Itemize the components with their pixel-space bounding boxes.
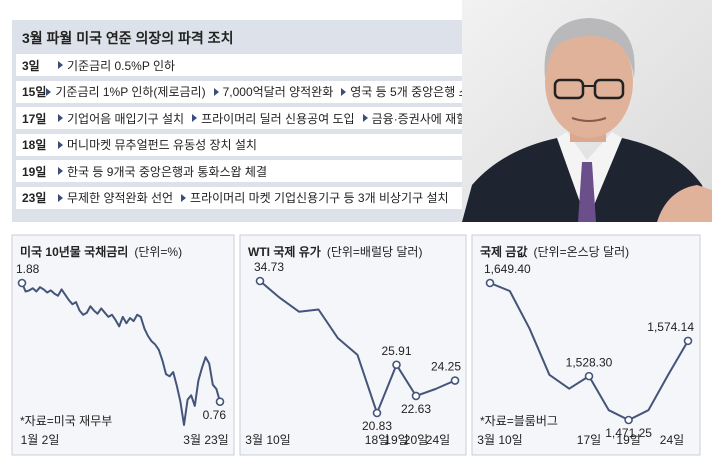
data-point	[215, 397, 225, 406]
arrow	[181, 193, 187, 202]
chart-title: WTI 국제 유가	[248, 244, 321, 259]
chart-panel	[471, 234, 701, 456]
chart-subtitle: (단위=배럴당 달러)	[327, 245, 423, 259]
source-note: *자료=미국 재무부	[20, 414, 112, 428]
data-point	[450, 376, 460, 385]
timeline-row: 17일 기업어음 매입기구 설치 프라이머리 딜러 신용공여 도입 금융·증권사에 재…	[16, 107, 576, 129]
timeline-row: 3일 기준금리 0.5%P 인하	[16, 54, 576, 76]
glasses-right	[593, 78, 625, 100]
x-tick-label: 3월 23일	[183, 433, 228, 447]
measure: 무제한 양적완화 선언	[58, 189, 173, 206]
value-label: 1,574.14	[647, 320, 694, 334]
arrow	[362, 114, 368, 122]
glasses-left	[553, 78, 585, 100]
tie	[578, 162, 596, 222]
timeline-row: 18일 머니마켓 뮤추얼펀드 유동성 장치 설치	[16, 133, 576, 156]
value-label: 1,471.25	[605, 426, 652, 440]
measure: 기업어음 매입기구 설치	[58, 110, 184, 127]
value-label: 24.25	[431, 360, 461, 374]
measure: 프라이머리 딜러 신용공여 도입	[192, 110, 355, 127]
data-point	[624, 415, 633, 425]
data-point	[683, 336, 693, 346]
source-note: *자료=블룸버그	[480, 414, 558, 428]
day-label: 3일	[22, 58, 40, 73]
data-line	[21, 282, 221, 426]
timeline-row: 19일 한국 등 9개국 중앙은행과 통화스왑 체결	[16, 160, 576, 182]
portrait	[462, 0, 712, 222]
x-tick-label: 3월 10일	[477, 433, 522, 447]
measure-text: 기준금리 0.5%P 인하	[67, 58, 176, 73]
data-point	[17, 278, 27, 288]
hair	[544, 18, 635, 78]
measure-text: 머니마켓 뮤추얼펀드 유동성 장치 설치	[67, 138, 257, 152]
value-label: 1.88	[16, 262, 40, 276]
face	[545, 26, 633, 138]
x-tick-label: 1월 2일	[21, 433, 60, 447]
day-label: 18일	[22, 138, 47, 152]
measure: 7,000억달러 양적완화	[213, 83, 334, 100]
chart-subtitle: (단위=%)	[134, 245, 182, 259]
measure: 머니마켓 뮤추얼펀드 유동성 장치 설치	[58, 136, 257, 153]
measure: 기준금리 0.5%P 인하	[58, 57, 175, 74]
arrow	[341, 87, 347, 96]
chart-panel	[11, 234, 235, 456]
measure: 기준금리 1%P 인하(제로금리)	[46, 83, 206, 100]
measure: 프라이머리 마켓 기업신용기구 등 3개 비상기구 설치	[181, 189, 449, 206]
x-tick-label: 24일	[660, 433, 684, 447]
x-tick-label: 19일	[616, 433, 640, 447]
arrow	[58, 193, 63, 202]
value-label: 1,649.40	[484, 262, 531, 276]
measure-text: 기준금리 1%P 인하(제로금리)	[55, 85, 206, 99]
measure-text: 기업어음 매입기구 설치	[67, 111, 185, 126]
value-label: 1,528.30	[566, 355, 613, 369]
arrow	[58, 167, 63, 175]
timeline-row: 15일 기준금리 1%P 인하(제로금리) 7,000억달러 양적완화 영국 등 5개…	[16, 80, 576, 103]
data-line	[489, 282, 689, 421]
arrow	[58, 114, 63, 122]
data-point	[584, 371, 594, 381]
panel-title: 3월 파월 미국 연준 의장의 파격 조치	[22, 30, 234, 46]
measure-text: 7,000억달러 양적완화	[222, 85, 334, 99]
measure-text: 무제한 양적완화 선언	[67, 191, 174, 205]
arrow	[213, 87, 219, 96]
measure: 한국 등 9개국 중앙은행과 통화스왑 체결	[58, 163, 267, 180]
value-label: 25.91	[381, 344, 411, 358]
day-label: 19일	[22, 164, 47, 179]
chart-panel	[239, 234, 467, 456]
x-tick-label: 3월 10일	[245, 433, 290, 447]
chart-subtitle: (단위=온스당 달러)	[534, 245, 630, 259]
chart-title: 미국 10년물 국채금리	[20, 244, 128, 259]
arrow	[58, 140, 63, 149]
x-tick-label: 17일	[577, 433, 601, 447]
data-point	[411, 391, 421, 401]
day-label: 15일	[22, 85, 47, 99]
day-label: 17일	[22, 111, 47, 126]
value-label: 34.73	[254, 260, 284, 274]
timeline: 3일 기준금리 0.5%P 인하 15일 기준금리 1%P 인하(제로금리) 7,000…	[16, 54, 576, 213]
timeline-row: 23일 무제한 양적완화 선언 프라이머리 마켓 기업신용기구 등 3개 비상기구 …	[16, 186, 576, 209]
arrow	[58, 61, 63, 69]
value-label: 20.83	[362, 419, 392, 433]
arrow	[192, 114, 198, 122]
x-tick-label: 24일	[426, 433, 450, 447]
data-point	[485, 278, 495, 288]
x-tick-label: 18일	[365, 433, 389, 447]
mouth	[571, 117, 607, 122]
data-point	[255, 276, 265, 286]
chart-title: 국제 금값	[480, 245, 528, 259]
measure-text: 프라이머리 딜러 신용공여 도입	[201, 111, 355, 126]
data-point	[392, 360, 401, 370]
measure-text: 프라이머리 마켓 기업신용기구 등 3개 비상기구 설치	[190, 191, 449, 205]
x-tick-label: 20일	[404, 433, 428, 447]
measure-text: 한국 등 9개국 중앙은행과 통화스왑 체결	[67, 164, 267, 179]
value-label: 0.76	[203, 408, 227, 422]
data-point	[372, 408, 382, 418]
arrow	[46, 87, 52, 96]
hand	[657, 185, 712, 222]
x-tick-label: 19일	[384, 433, 408, 447]
value-label: 22.63	[401, 402, 431, 416]
data-line	[259, 280, 456, 414]
day-label: 23일	[22, 191, 47, 205]
